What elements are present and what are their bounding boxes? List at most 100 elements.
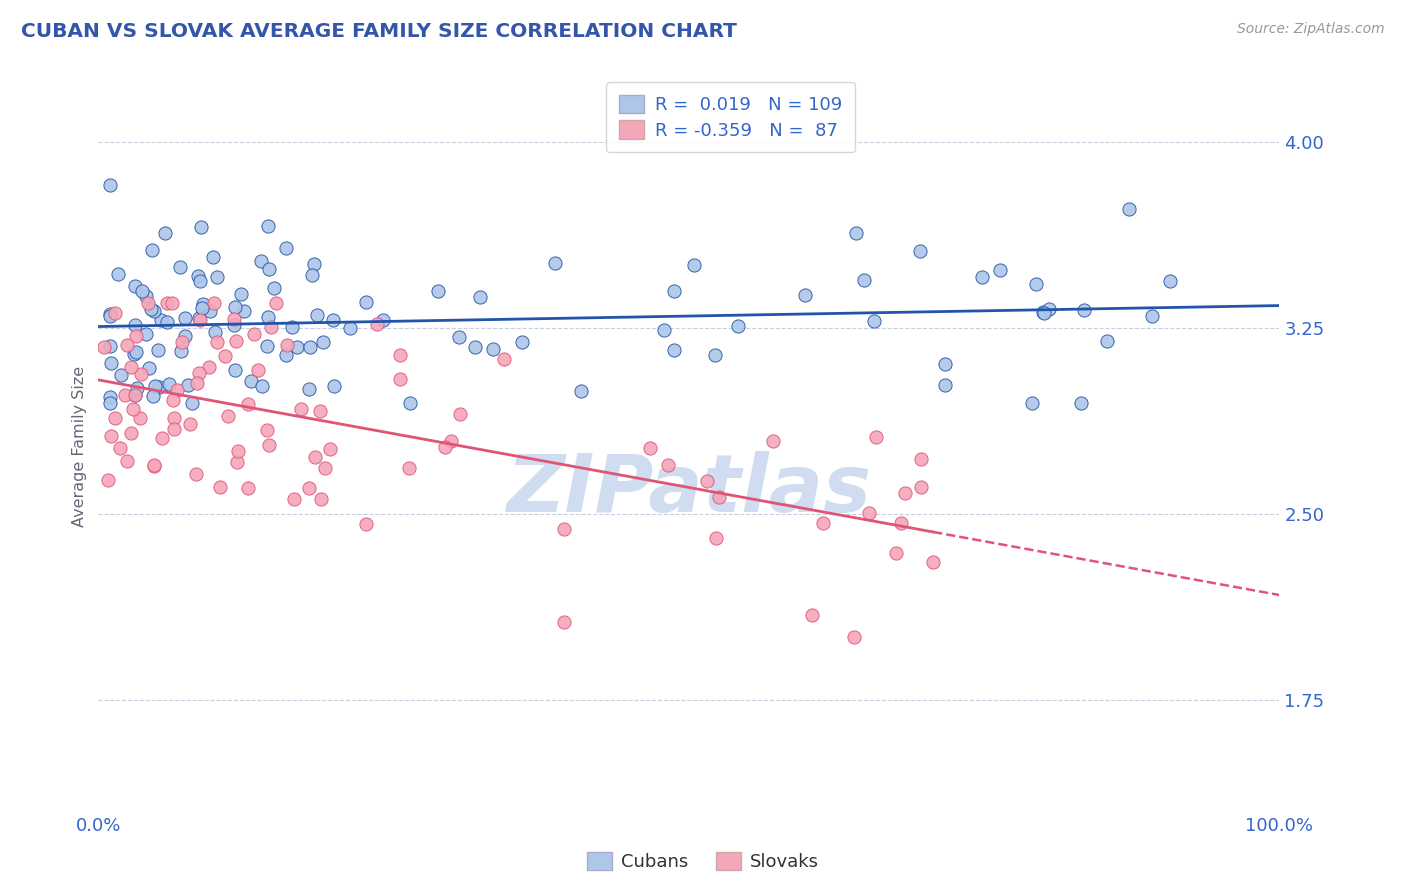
Point [160, 296, 183, 310]
Point [187, 366, 209, 380]
Point [703, 347, 725, 361]
Point [236, 481, 259, 495]
Point [1070, 395, 1092, 409]
Point [150, 313, 173, 327]
Point [264, 296, 287, 310]
Point [131, 284, 153, 298]
Point [256, 423, 278, 437]
Point [222, 318, 245, 332]
Point [226, 455, 249, 469]
Point [98, 395, 121, 409]
Point [143, 304, 166, 318]
Point [129, 367, 152, 381]
Point [449, 407, 471, 421]
Point [934, 377, 956, 392]
Point [1159, 274, 1181, 288]
Point [1140, 309, 1163, 323]
Point [319, 442, 342, 456]
Point [696, 474, 718, 488]
Point [104, 306, 127, 320]
Point [148, 380, 170, 394]
Text: ZIPatlas: ZIPatlas [506, 450, 872, 529]
Point [427, 285, 450, 299]
Point [143, 458, 166, 473]
Point [243, 326, 266, 341]
Point [727, 318, 749, 333]
Point [156, 315, 179, 329]
Point [482, 342, 505, 356]
Point [104, 411, 127, 425]
Point [707, 491, 730, 505]
Point [205, 269, 228, 284]
Point [186, 376, 208, 390]
Point [141, 302, 163, 317]
Point [1021, 395, 1043, 409]
Point [138, 296, 160, 310]
Point [204, 296, 226, 310]
Point [224, 300, 246, 314]
Point [399, 395, 422, 409]
Point [98, 307, 121, 321]
Point [569, 384, 592, 398]
Point [214, 349, 236, 363]
Point [184, 467, 207, 481]
Point [200, 304, 222, 318]
Point [285, 340, 308, 354]
Point [652, 323, 675, 337]
Point [910, 480, 932, 494]
Point [290, 402, 312, 417]
Point [120, 426, 142, 441]
Point [447, 330, 470, 344]
Point [274, 241, 297, 255]
Point [1032, 305, 1054, 319]
Point [309, 404, 332, 418]
Point [100, 356, 122, 370]
Point [115, 454, 138, 468]
Point [247, 363, 270, 377]
Point [305, 308, 328, 322]
Point [553, 522, 575, 536]
Point [198, 359, 221, 374]
Point [107, 267, 129, 281]
Point [389, 372, 412, 386]
Point [494, 352, 516, 367]
Point [231, 286, 253, 301]
Point [226, 444, 249, 458]
Point [187, 268, 209, 283]
Point [153, 226, 176, 240]
Point [225, 334, 247, 349]
Point [156, 296, 179, 310]
Point [762, 434, 785, 449]
Point [124, 388, 146, 402]
Point [201, 250, 224, 264]
Point [256, 339, 278, 353]
Point [191, 301, 214, 315]
Point [257, 437, 280, 451]
Point [134, 289, 156, 303]
Point [664, 343, 686, 357]
Point [910, 244, 932, 258]
Point [98, 178, 121, 192]
Point [366, 318, 388, 332]
Point [98, 339, 121, 353]
Point [176, 378, 198, 392]
Point [389, 348, 412, 362]
Point [260, 320, 283, 334]
Point [170, 334, 193, 349]
Point [125, 345, 148, 359]
Point [657, 458, 679, 473]
Point [298, 382, 321, 396]
Point [204, 326, 226, 340]
Point [98, 310, 121, 324]
Point [188, 274, 211, 288]
Y-axis label: Average Family Size: Average Family Size [72, 366, 87, 526]
Point [298, 340, 321, 354]
Point [662, 284, 685, 298]
Point [322, 313, 344, 327]
Point [224, 312, 246, 326]
Point [865, 430, 887, 444]
Point [169, 260, 191, 274]
Point [124, 347, 146, 361]
Point [122, 401, 145, 416]
Point [143, 458, 166, 472]
